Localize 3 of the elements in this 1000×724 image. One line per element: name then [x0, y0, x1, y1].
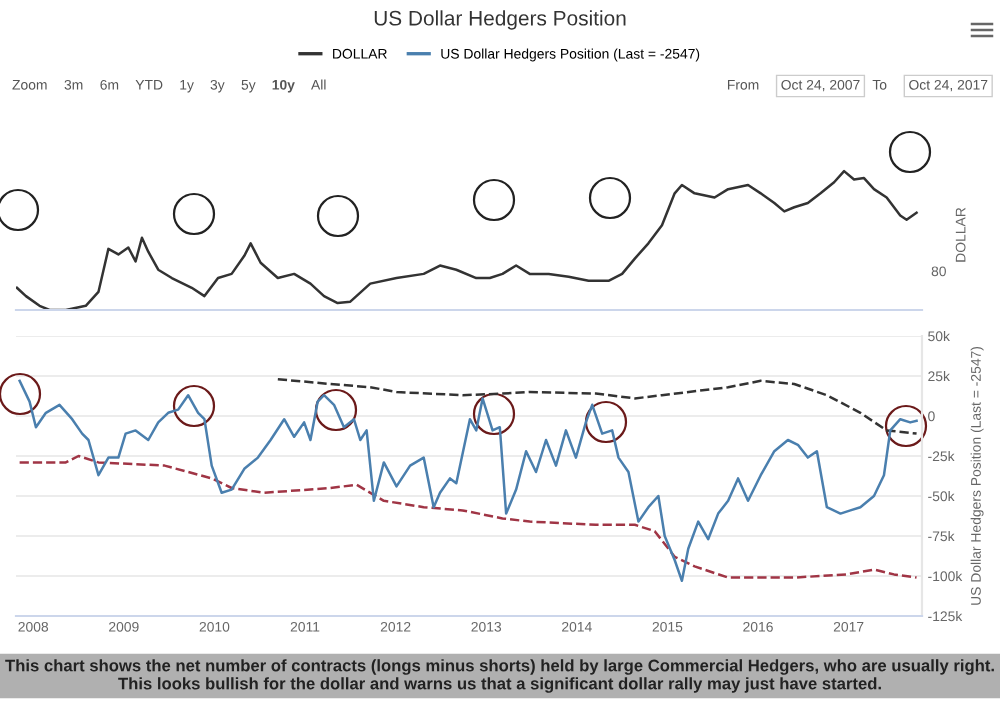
text: This chart shows the net number of contracts (longs minus shorts) held by large Commercial Hedgers, who are usually right. This looks bullish for the dollar and warns us that a significant dollar rally may just have started. [5, 659, 994, 693]
chart-title: US Dollar Hedgers Position [374, 10, 626, 30]
line-series [18, 454, 918, 579]
